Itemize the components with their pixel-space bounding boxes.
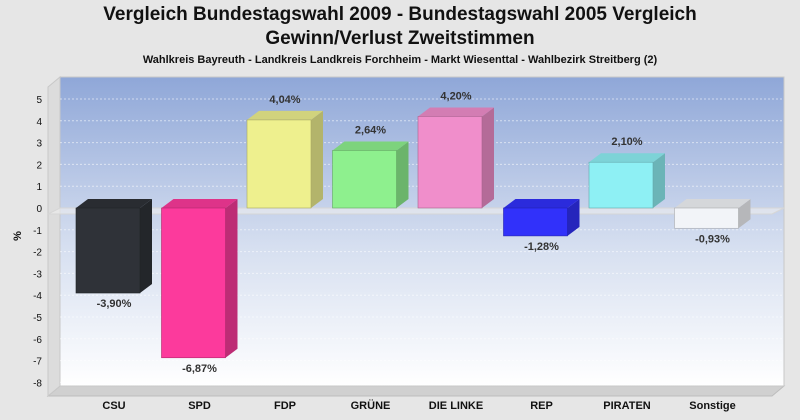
y-tick-label: 5 xyxy=(36,95,42,106)
y-tick-label: 2 xyxy=(36,160,42,171)
bar-top xyxy=(247,110,323,120)
chart-subtitle: Wahlkreis Bayreuth - Landkreis Landkreis… xyxy=(142,54,658,66)
bar-rep: -1,28% xyxy=(503,199,580,253)
y-tick-label: -4 xyxy=(33,291,42,302)
chart-floor xyxy=(46,385,786,397)
bar-top xyxy=(589,153,665,163)
bar-front xyxy=(674,207,739,229)
chart-left-wall xyxy=(47,75,61,398)
y-tick-label: -1 xyxy=(33,226,42,237)
bar-sonstige: -0,93% xyxy=(674,199,751,245)
bar-side xyxy=(396,141,409,208)
bar-front xyxy=(588,161,654,209)
bar-side xyxy=(567,199,580,236)
data-label: 4,20% xyxy=(440,90,471,102)
bar-side xyxy=(738,199,751,229)
x-tick-label: CSU xyxy=(102,400,125,412)
y-tick-label: -8 xyxy=(33,378,42,389)
bar-top xyxy=(418,107,494,117)
data-label: 4,04% xyxy=(269,94,300,106)
y-tick-label: -5 xyxy=(33,313,42,324)
data-label: -0,93% xyxy=(695,233,730,245)
y-tick-label: 3 xyxy=(36,139,42,150)
bar-side xyxy=(653,153,665,208)
bar-top xyxy=(503,199,580,208)
bar-top xyxy=(332,141,409,151)
bar-top xyxy=(161,199,238,208)
y-tick-label: -2 xyxy=(33,248,42,259)
chart-title-line1: Vergleich Bundestagswahl 2009 - Bundesta… xyxy=(103,4,697,25)
bar-side xyxy=(482,107,494,208)
bar-front xyxy=(417,116,483,209)
zero-plane xyxy=(47,207,785,215)
bar-grüne: 2,64% xyxy=(332,124,409,209)
y-tick-label: -6 xyxy=(33,335,42,346)
bar-csu: -3,90% xyxy=(75,199,152,310)
bar-top xyxy=(76,199,152,208)
bar-top xyxy=(674,199,751,208)
x-tick-label: DIE LINKE xyxy=(429,400,483,412)
data-label: -3,90% xyxy=(97,298,132,310)
chart-title-line2: Gewinn/Verlust Zweitstimmen xyxy=(265,28,535,49)
bar-spd: -6,87% xyxy=(161,199,238,375)
bar-side xyxy=(225,199,238,358)
y-tick-label: -7 xyxy=(33,357,42,368)
bar-front xyxy=(332,150,397,209)
x-tick-label: Sonstige xyxy=(689,400,735,412)
data-label: -1,28% xyxy=(524,241,559,253)
bar-side xyxy=(140,199,152,294)
bar-die-linke: 4,20% xyxy=(417,90,494,209)
y-tick-label: 0 xyxy=(36,204,42,215)
data-label: -6,87% xyxy=(182,363,217,375)
bar-front xyxy=(246,119,312,209)
x-tick-label: SPD xyxy=(188,400,211,412)
bar-front xyxy=(161,207,226,359)
x-tick-label: GRÜNE xyxy=(351,399,391,412)
x-tick-label: PIRATEN xyxy=(603,400,651,412)
bar-front xyxy=(503,207,568,237)
y-axis-label: % xyxy=(12,231,24,241)
data-label: 2,10% xyxy=(611,136,642,148)
x-tick-label: REP xyxy=(530,400,553,412)
bar-piraten: 2,10% xyxy=(588,136,665,209)
y-tick-label: 4 xyxy=(36,117,42,128)
y-tick-label: -3 xyxy=(33,269,42,280)
x-tick-label: FDP xyxy=(274,400,296,412)
bar-fdp: 4,04% xyxy=(246,94,323,209)
y-tick-label: 1 xyxy=(36,182,42,193)
bar-side xyxy=(311,110,323,208)
data-label: 2,64% xyxy=(355,124,386,136)
bar-front xyxy=(75,207,141,294)
